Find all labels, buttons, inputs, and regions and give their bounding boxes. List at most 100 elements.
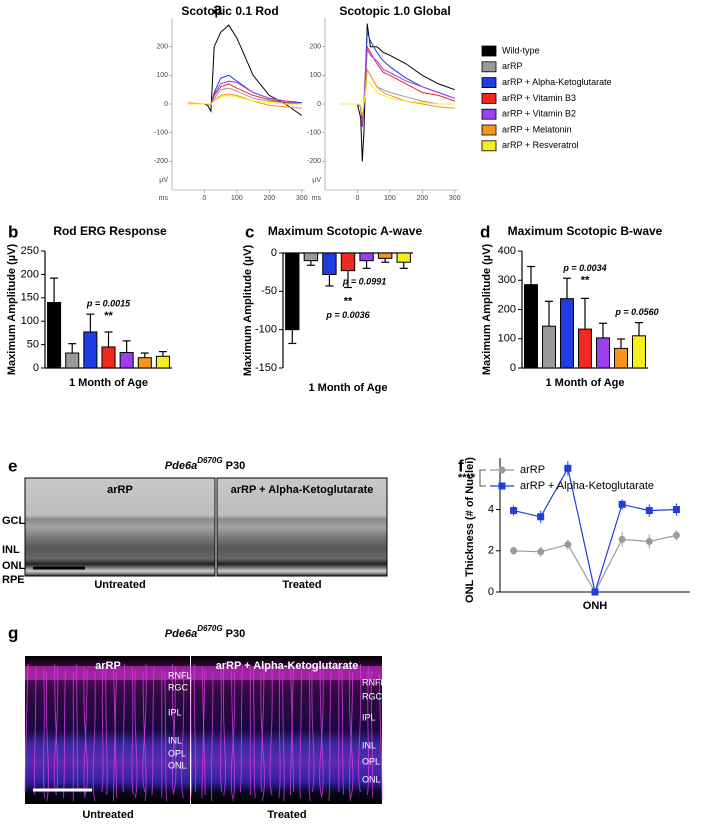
bar bbox=[137, 357, 152, 369]
legend-swatch bbox=[481, 77, 497, 88]
y-tick-label: 2 bbox=[488, 545, 494, 557]
bar bbox=[65, 352, 80, 369]
fiber bbox=[370, 669, 374, 799]
chart-title: Maximum Scotopic B-wave bbox=[508, 224, 663, 238]
fiber bbox=[142, 672, 147, 802]
x-tick-label: 0 bbox=[202, 195, 206, 202]
fiber bbox=[282, 672, 285, 802]
trace bbox=[341, 47, 455, 122]
x-axis-label: 1 Month of Age bbox=[308, 382, 387, 394]
x-tick-label: 300 bbox=[449, 195, 461, 202]
bar bbox=[285, 252, 300, 331]
chart-title: Rod ERG Response bbox=[53, 224, 167, 238]
significance: ** bbox=[344, 295, 353, 307]
fiber bbox=[75, 663, 79, 793]
bar bbox=[632, 335, 646, 369]
point bbox=[672, 531, 680, 539]
fiber bbox=[311, 663, 315, 793]
layer-label: IPL bbox=[168, 707, 182, 717]
fiber bbox=[201, 666, 206, 796]
series-line bbox=[513, 534, 677, 594]
title-part: D670G bbox=[197, 456, 222, 465]
x-axis-label: 1 Month of Age bbox=[545, 377, 624, 389]
panel-letter: e bbox=[8, 456, 17, 475]
y-tick-label: 100 bbox=[498, 333, 516, 345]
panel-letter: b bbox=[8, 222, 18, 241]
fiber bbox=[269, 666, 273, 796]
p-value: p = 0.0034 bbox=[562, 263, 606, 273]
point bbox=[672, 506, 680, 514]
nfl-band bbox=[25, 666, 382, 680]
bar bbox=[614, 347, 628, 369]
bar bbox=[155, 355, 170, 369]
fiber bbox=[131, 666, 134, 796]
chart-title: Scotopic 0.1 Rod bbox=[181, 4, 278, 18]
fiber bbox=[290, 663, 295, 793]
layer-label: INL bbox=[2, 544, 20, 556]
legend-label: Wild-type bbox=[502, 45, 540, 55]
fiber bbox=[308, 672, 311, 802]
panel-letter: d bbox=[480, 222, 490, 241]
bar bbox=[47, 301, 62, 369]
fiber bbox=[230, 672, 236, 802]
fiber bbox=[171, 663, 177, 793]
fiber bbox=[83, 666, 88, 796]
fiber bbox=[113, 672, 117, 802]
title-part: Pde6a bbox=[165, 628, 197, 640]
layer-label: INL bbox=[168, 735, 182, 745]
column-label: arRP + Alpha-Ketoglutarate bbox=[231, 484, 374, 496]
fiber bbox=[181, 669, 185, 799]
point bbox=[510, 547, 518, 555]
point bbox=[564, 464, 572, 472]
layer-label: ONL bbox=[168, 760, 187, 770]
y-tick-label: 400 bbox=[498, 245, 516, 257]
y-tick-label: -100 bbox=[255, 324, 277, 336]
point bbox=[564, 541, 572, 549]
y-unit: µV bbox=[312, 177, 321, 184]
legend-marker bbox=[498, 466, 506, 474]
fiber bbox=[319, 666, 324, 796]
fiber bbox=[142, 663, 147, 793]
legend-label: arRP + Alpha-Ketoglutarate bbox=[502, 77, 612, 87]
layer-label: INL bbox=[362, 740, 376, 750]
fiber bbox=[101, 663, 104, 793]
title-part: P30 bbox=[223, 628, 246, 640]
fiber bbox=[260, 663, 265, 793]
y-tick-label: 4 bbox=[488, 503, 494, 515]
layer-label: GCL bbox=[2, 515, 26, 527]
legend-marker bbox=[498, 482, 506, 490]
condition-label: Treated bbox=[267, 809, 306, 821]
x-tick-label: 0 bbox=[355, 195, 359, 202]
y-tick-label: 200 bbox=[21, 268, 39, 280]
significance: ** bbox=[581, 274, 590, 286]
layer-label: ONL bbox=[2, 560, 26, 572]
p-value: p = 0.0015 bbox=[86, 298, 131, 308]
significance: ** bbox=[104, 310, 113, 322]
point bbox=[618, 535, 626, 543]
y-tick-label: 100 bbox=[156, 72, 168, 79]
fiber bbox=[24, 663, 29, 793]
legend-label: arRP + Vitamin B3 bbox=[502, 93, 576, 103]
legend-label: arRP + Resveratrol bbox=[502, 140, 579, 150]
panel-letter: c bbox=[245, 222, 254, 241]
y-tick-label: -200 bbox=[307, 158, 321, 165]
panel-title: Pde6aD670G P30 bbox=[165, 624, 245, 640]
trace bbox=[188, 24, 303, 116]
fiber bbox=[151, 666, 155, 796]
legend-swatch bbox=[481, 93, 497, 104]
bar bbox=[578, 328, 592, 369]
fiber bbox=[105, 666, 108, 796]
chart-title: Maximum Scotopic A-wave bbox=[268, 224, 423, 238]
y-tick-label: 0 bbox=[164, 101, 168, 108]
bar bbox=[596, 337, 610, 369]
micrograph bbox=[216, 477, 388, 577]
significance-bracket bbox=[479, 469, 486, 487]
bar bbox=[359, 252, 374, 262]
fiber bbox=[290, 666, 294, 796]
point bbox=[645, 507, 653, 515]
y-tick-label: 0 bbox=[33, 362, 39, 374]
legend-swatch bbox=[481, 108, 497, 120]
title-part: Pde6a bbox=[165, 460, 197, 472]
y-tick-label: 200 bbox=[498, 303, 516, 315]
layer-label: OPL bbox=[362, 756, 380, 766]
